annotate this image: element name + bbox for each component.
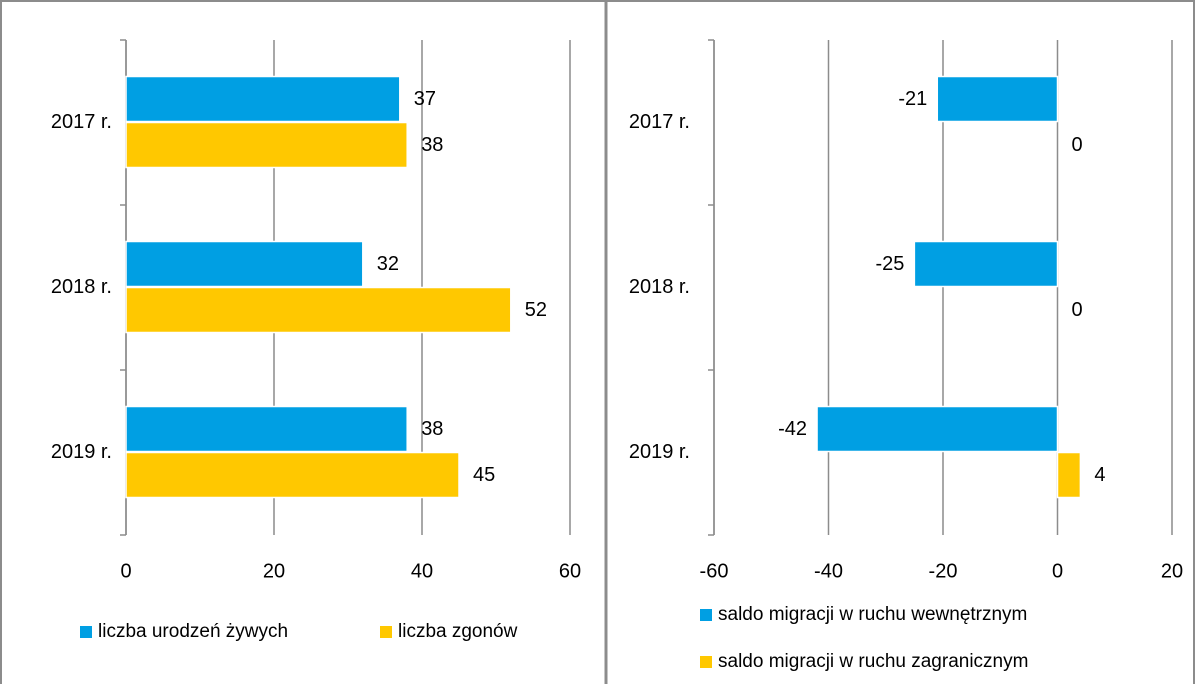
x-tick-label: 0: [1052, 560, 1063, 582]
x-tick-label: -40: [814, 560, 843, 582]
legend-label: liczba urodzeń żywych: [98, 621, 288, 642]
legend-label: saldo migracji w ruchu wewnętrznym: [718, 604, 1027, 625]
bar: [125, 75, 401, 123]
x-tick-label: 20: [263, 560, 285, 582]
data-label: 45: [473, 464, 495, 486]
legend-swatch: [380, 626, 392, 638]
bar: [125, 121, 408, 169]
data-label: 0: [1072, 134, 1083, 156]
data-label: 0: [1072, 299, 1083, 321]
legend-swatch: [80, 626, 92, 638]
x-tick-label: -60: [700, 560, 729, 582]
data-label: 38: [421, 134, 443, 156]
x-tick-label: -20: [929, 560, 958, 582]
x-tick-label: 20: [1161, 560, 1183, 582]
x-tick-label: 0: [120, 560, 131, 582]
bar: [125, 405, 408, 453]
legend-label: liczba zgonów: [398, 621, 518, 642]
bar: [125, 240, 364, 288]
bar: [913, 240, 1059, 288]
data-label: 52: [525, 299, 547, 321]
category-label: 2019 r.: [629, 441, 690, 463]
bar: [936, 75, 1059, 123]
data-label: 38: [421, 418, 443, 440]
x-tick-label: 40: [411, 560, 433, 582]
x-tick-label: 60: [559, 560, 581, 582]
category-label: 2018 r.: [629, 276, 690, 298]
category-label: 2017 r.: [51, 111, 112, 133]
bar: [1056, 451, 1082, 499]
category-label: 2017 r.: [629, 111, 690, 133]
data-label: -21: [898, 88, 927, 110]
legend-swatch: [700, 609, 712, 621]
data-label: 37: [414, 88, 436, 110]
data-label: 32: [377, 253, 399, 275]
data-label: -25: [875, 253, 904, 275]
category-label: 2019 r.: [51, 441, 112, 463]
data-label: 4: [1094, 464, 1105, 486]
category-label: 2018 r.: [51, 276, 112, 298]
data-label: -42: [778, 418, 807, 440]
legend-swatch: [700, 656, 712, 668]
bar: [816, 405, 1059, 453]
bar: [125, 286, 512, 334]
legend-label: saldo migracji w ruchu zagranicznym: [718, 651, 1028, 672]
bar: [125, 451, 460, 499]
